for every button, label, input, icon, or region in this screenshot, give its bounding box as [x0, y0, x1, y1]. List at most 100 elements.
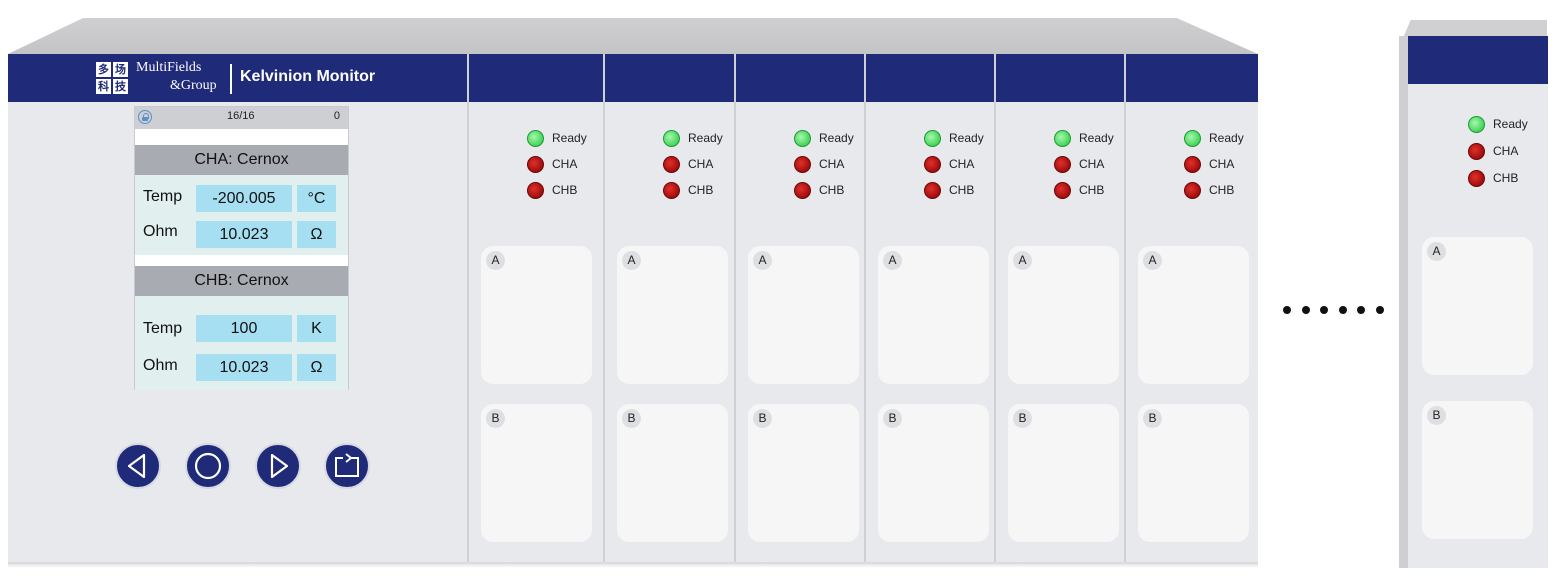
return-icon — [335, 453, 359, 477]
ellipsis-dot — [1338, 306, 1347, 314]
triangle-right-icon — [270, 453, 289, 479]
channel-a-panel: CHA: Cernox Temp -200.005 °C Ohm 10.023 … — [135, 145, 348, 255]
right-arrow-button[interactable] — [255, 443, 301, 489]
brand-name-line1: MultiFields — [136, 60, 202, 75]
chb-led-indicator — [663, 182, 680, 199]
ready-led-indicator — [1468, 116, 1485, 133]
chassis-top-surface — [8, 18, 1258, 54]
logo-char: 科 — [96, 79, 111, 94]
module-slot: Ready CHA CHB A B — [603, 54, 734, 562]
ellipsis-dot — [1320, 306, 1328, 314]
led-label: Ready — [1493, 117, 1528, 131]
channel-a-card[interactable]: A — [481, 246, 592, 384]
channel-badge: B — [622, 409, 641, 428]
module-slot: Ready CHA CHB A B — [467, 54, 603, 562]
channel-a-card[interactable]: A — [1138, 246, 1249, 384]
channel-badge: B — [883, 409, 902, 428]
cha-ohm-value: 10.023 — [196, 221, 292, 248]
module-header-band — [996, 54, 1124, 102]
chb-ohm-unit: Ω — [297, 354, 336, 381]
led-label: CHB — [1493, 171, 1519, 185]
ellipsis-dot — [1301, 306, 1310, 314]
channel-b-card[interactable]: B — [1422, 401, 1533, 539]
cha-led-indicator — [1468, 143, 1485, 160]
ok-button[interactable] — [185, 443, 231, 489]
channel-a-card[interactable]: A — [878, 246, 989, 384]
channel-badge: B — [1143, 409, 1162, 428]
chb-led-indicator — [1468, 170, 1485, 187]
chb-led-indicator — [1054, 182, 1071, 199]
cha-led-indicator — [794, 156, 811, 173]
logo-divider — [230, 64, 232, 94]
chb-led-indicator — [794, 182, 811, 199]
channel-a-header: CHA: Cernox — [135, 145, 348, 175]
module-slot: Ready CHA CHB A B — [734, 54, 864, 562]
chb-temp-unit: K — [297, 315, 336, 342]
lock-icon — [138, 110, 152, 124]
left-arrow-button[interactable] — [115, 443, 161, 489]
module-header-band — [1126, 54, 1258, 102]
cha-led-indicator — [1184, 156, 1201, 173]
channel-b-header: CHB: Cernox — [135, 266, 348, 296]
return-button[interactable] — [324, 443, 370, 489]
led-label: Ready — [688, 131, 723, 145]
module-slot: Ready CHA CHB A B — [994, 54, 1124, 562]
ready-led-indicator — [663, 130, 680, 147]
logo-char: 场 — [113, 62, 128, 77]
channel-b-card[interactable]: B — [481, 404, 592, 542]
logo-char: 多 — [96, 62, 111, 77]
triangle-left-icon — [127, 453, 146, 479]
led-label: Ready — [949, 131, 984, 145]
channel-b-card[interactable]: B — [748, 404, 859, 542]
chb-led-indicator — [527, 182, 544, 199]
chassis-shadow — [8, 562, 1258, 568]
led-label: CHB — [688, 183, 714, 197]
module-header-band — [736, 54, 864, 102]
channel-b-panel: CHB: Cernox Temp 100 K Ohm 10.023 Ω — [135, 266, 348, 390]
channel-b-card[interactable]: B — [617, 404, 728, 542]
channel-badge: A — [1427, 242, 1446, 261]
led-label: CHA — [1493, 144, 1519, 158]
chb-led-indicator — [1184, 182, 1201, 199]
ellipsis-dot — [1283, 306, 1291, 314]
channel-badge: A — [1013, 251, 1032, 270]
ohm-label: Ohm — [143, 357, 178, 374]
channel-a-card[interactable]: A — [1422, 237, 1533, 375]
channel-b-card[interactable]: B — [1138, 404, 1249, 542]
cha-temp-value: -200.005 — [196, 185, 292, 212]
lcd-screen[interactable]: 16/16 0 CHA: Cernox Temp -200.005 °C Ohm… — [134, 106, 349, 390]
logo-char: 技 — [113, 79, 128, 94]
channel-a-card[interactable]: A — [748, 246, 859, 384]
channel-badge: A — [883, 251, 902, 270]
module-header-band — [605, 54, 734, 102]
channel-b-card[interactable]: B — [1008, 404, 1119, 542]
ellipsis-dot — [1375, 306, 1384, 314]
led-label: CHB — [949, 183, 975, 197]
led-label: CHA — [552, 157, 578, 171]
ready-led-indicator — [794, 130, 811, 147]
led-label: CHB — [1209, 183, 1235, 197]
channel-badge: B — [486, 409, 505, 428]
channel-badge: A — [753, 251, 772, 270]
module-header-band — [469, 54, 603, 102]
led-label: Ready — [819, 131, 854, 145]
channel-b-card[interactable]: B — [878, 404, 989, 542]
channel-badge: B — [1013, 409, 1032, 428]
channel-a-card[interactable]: A — [617, 246, 728, 384]
channel-badge: A — [622, 251, 641, 270]
extra-module-top — [1402, 20, 1547, 40]
channel-badge: B — [1427, 406, 1446, 425]
led-label: CHA — [688, 157, 714, 171]
channel-a-card[interactable]: A — [1008, 246, 1119, 384]
ready-led-indicator — [1054, 130, 1071, 147]
cha-led-indicator — [527, 156, 544, 173]
led-label: Ready — [1079, 131, 1114, 145]
lcd-status-bar: 16/16 0 — [135, 107, 348, 129]
cha-led-indicator — [1054, 156, 1071, 173]
chb-ohm-value: 10.023 — [196, 354, 292, 381]
module-header-band — [866, 54, 994, 102]
ohm-label: Ohm — [143, 223, 178, 240]
extra-module: Ready CHA CHB A B — [1408, 36, 1548, 568]
cha-ohm-unit: Ω — [297, 221, 336, 248]
temp-label: Temp — [143, 188, 183, 205]
